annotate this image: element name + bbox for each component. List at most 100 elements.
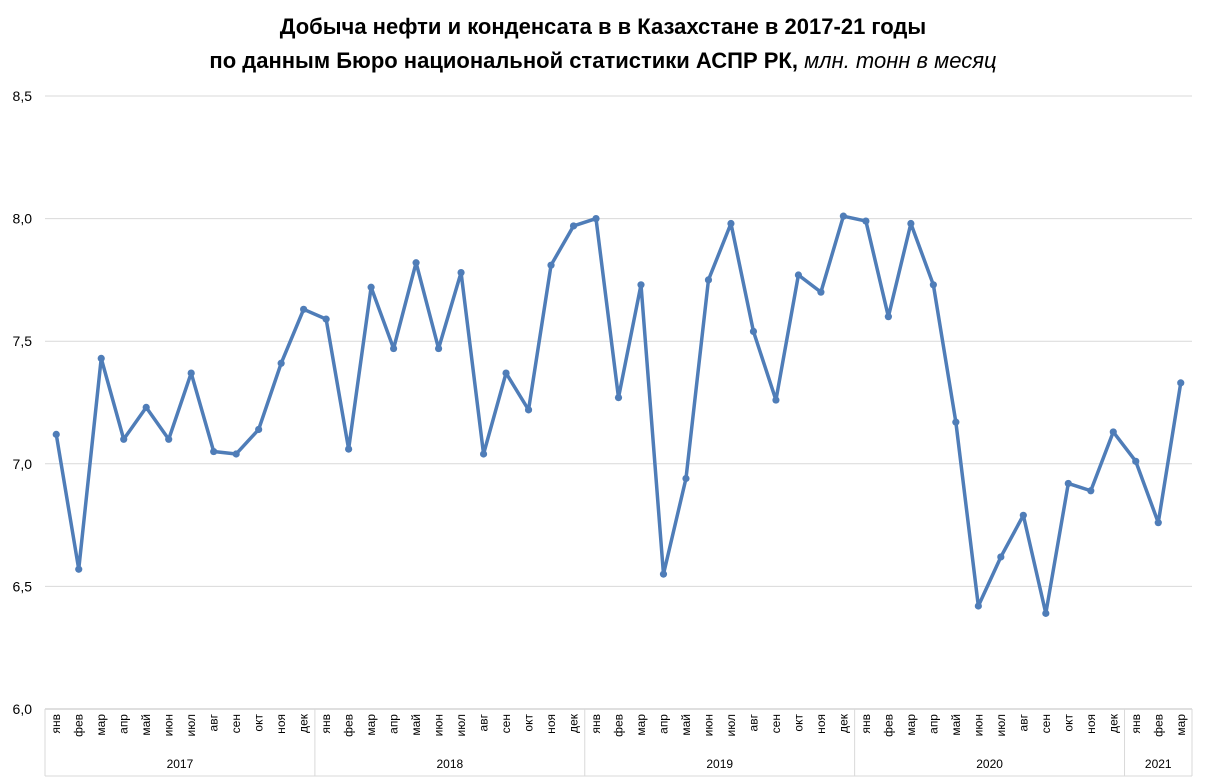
chart-title-line1: Добыча нефти и конденсата в в Казахстане… bbox=[279, 14, 927, 39]
x-tick-label: янв bbox=[859, 714, 873, 734]
data-point bbox=[457, 268, 465, 277]
data-point bbox=[727, 219, 735, 228]
chart-title-unit: млн. тонн в месяц bbox=[804, 48, 997, 73]
data-point bbox=[997, 553, 1005, 561]
x-tick-label: июл bbox=[184, 714, 198, 736]
x-tick-label: янв bbox=[49, 714, 63, 734]
x-tick-label: май bbox=[139, 714, 153, 736]
chart-title-sep: , bbox=[791, 48, 805, 73]
x-tick-label: янв bbox=[589, 714, 603, 734]
data-point bbox=[210, 447, 218, 456]
x-tick-label: дек bbox=[836, 713, 850, 733]
x-tick-label: окт bbox=[791, 714, 805, 732]
data-point bbox=[839, 212, 848, 220]
data-point bbox=[637, 281, 645, 289]
x-tick-label: окт bbox=[252, 714, 266, 732]
x-tick-label: мар bbox=[904, 714, 918, 736]
data-point bbox=[862, 217, 870, 225]
year-label: 2017 bbox=[167, 757, 194, 771]
y-tick-label: 8,5 bbox=[13, 88, 33, 104]
data-point bbox=[300, 305, 308, 313]
data-point bbox=[749, 327, 758, 335]
data-point bbox=[952, 418, 960, 426]
x-tick-label: сен bbox=[229, 714, 243, 733]
data-point bbox=[592, 215, 600, 223]
data-point bbox=[974, 602, 982, 610]
data-point bbox=[929, 281, 937, 289]
x-tick-label: авг bbox=[207, 713, 221, 731]
data-point bbox=[232, 450, 240, 458]
x-tick-label: янв bbox=[1129, 714, 1143, 734]
data-point bbox=[1064, 479, 1072, 488]
data-point bbox=[97, 354, 105, 362]
x-tick-label: июн bbox=[432, 714, 446, 736]
x-tick-label: авг bbox=[1016, 713, 1030, 731]
x-tick-label: май bbox=[679, 714, 693, 736]
grid-lines bbox=[45, 95, 1192, 710]
data-point bbox=[345, 445, 353, 453]
x-tick-label: июл bbox=[454, 714, 468, 736]
data-point bbox=[1154, 519, 1162, 527]
y-axis: 6,0 6,5 7,0 7,5 8,0 8,5 bbox=[13, 88, 33, 717]
x-tick-label: дек bbox=[1106, 713, 1120, 733]
x-tick-label: фев bbox=[881, 714, 895, 737]
x-tick-label: июн bbox=[162, 714, 176, 736]
x-tick-label: апр bbox=[117, 714, 131, 734]
data-point bbox=[682, 474, 690, 483]
data-point bbox=[704, 276, 713, 284]
y-tick-label: 6,5 bbox=[13, 578, 33, 594]
data-point bbox=[389, 344, 398, 353]
data-point bbox=[1109, 428, 1117, 436]
series-production bbox=[52, 212, 1185, 617]
data-point bbox=[255, 425, 263, 434]
x-axis: янв фев мар апр май июн июл авг сен окт ноя дек янв ф… bbox=[44, 709, 1193, 777]
y-tick-label: 8,0 bbox=[13, 211, 33, 227]
data-point bbox=[1177, 379, 1185, 387]
y-tick-label: 7,5 bbox=[13, 333, 33, 349]
x-tick-label: сен bbox=[769, 714, 783, 733]
x-tick-label: мар bbox=[94, 714, 108, 736]
data-point bbox=[75, 565, 83, 573]
x-tick-label: апр bbox=[926, 714, 940, 734]
x-tick-label: апр bbox=[387, 714, 401, 734]
x-tick-label: мар bbox=[634, 714, 648, 736]
x-tick-label: июн bbox=[701, 714, 715, 736]
series-line bbox=[54, 214, 1183, 616]
data-point bbox=[367, 283, 375, 291]
year-label: 2021 bbox=[1145, 757, 1172, 771]
x-tick-label: ноя bbox=[544, 714, 558, 734]
x-tick-label: сен bbox=[499, 714, 513, 733]
data-point bbox=[142, 403, 150, 412]
data-point bbox=[322, 315, 330, 323]
x-tick-label: мар bbox=[1174, 714, 1188, 736]
data-point bbox=[120, 435, 128, 443]
data-point bbox=[412, 259, 420, 267]
data-point bbox=[794, 271, 803, 279]
x-tick-label: июл bbox=[724, 714, 738, 736]
x-tick-label: фев bbox=[1151, 714, 1165, 737]
data-point bbox=[907, 219, 915, 228]
x-tick-label: июл bbox=[994, 714, 1008, 736]
y-tick-label: 6,0 bbox=[13, 701, 33, 717]
x-tick-label: ноя bbox=[814, 714, 828, 734]
data-point bbox=[502, 369, 510, 377]
x-tick-label: сен bbox=[1039, 714, 1053, 733]
chart-title-line2: по данным Бюро национальной статистики А… bbox=[0, 44, 1206, 78]
data-point bbox=[772, 396, 780, 404]
x-tick-label: май bbox=[409, 714, 423, 736]
x-tick-label: мар bbox=[364, 714, 378, 736]
x-tick-label: дек bbox=[567, 713, 581, 733]
x-tick-label: авг bbox=[477, 713, 491, 731]
data-point bbox=[434, 344, 443, 353]
x-tick-label: дек bbox=[297, 713, 311, 733]
data-point bbox=[659, 570, 668, 578]
data-point bbox=[165, 435, 173, 443]
x-tick-label: фев bbox=[612, 714, 626, 737]
data-point bbox=[52, 430, 60, 438]
y-tick-label: 7,0 bbox=[13, 456, 33, 472]
data-point bbox=[1042, 609, 1050, 617]
x-tick-label: окт bbox=[1061, 714, 1075, 732]
x-tick-label: окт bbox=[522, 714, 536, 732]
x-tick-label: янв bbox=[319, 714, 333, 734]
